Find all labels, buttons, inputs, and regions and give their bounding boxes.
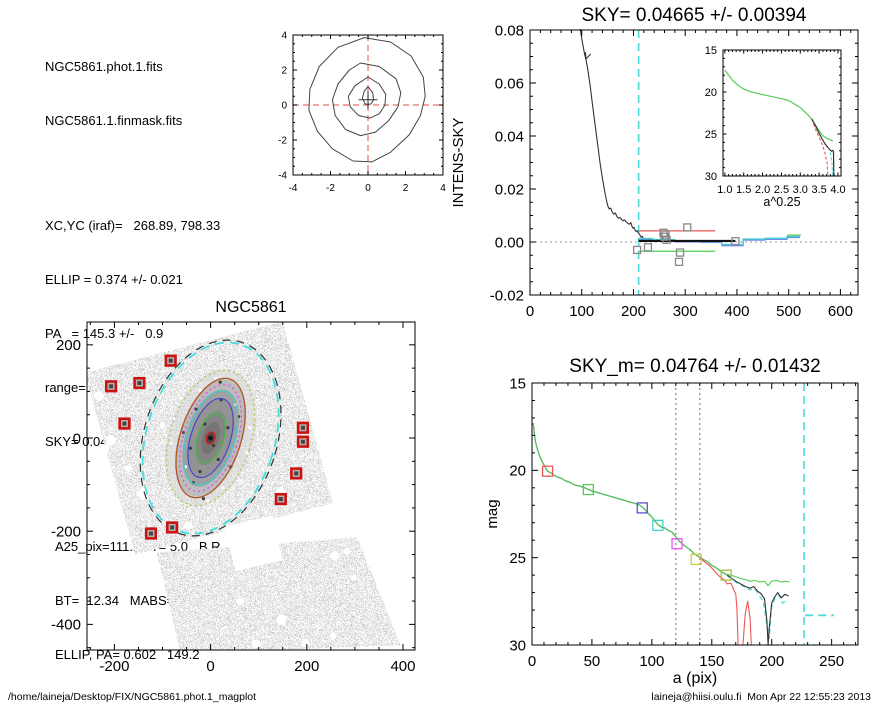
output-file-path: /home/laineja/Desktop/FIX/NGC5861.phot.1… — [8, 691, 257, 703]
svg-text:300: 300 — [673, 303, 698, 320]
svg-text:-4: -4 — [278, 171, 287, 182]
svg-text:400: 400 — [390, 658, 415, 675]
sky-plot: 0 100 200 300 400 500 600 0.08 0.06 0.04 0.02 0.00 -… — [450, 5, 859, 320]
svg-text:NGC5861: NGC5861 — [215, 299, 286, 316]
fits-filename-1: NGC5861.phot.1.fits — [45, 59, 163, 74]
svg-text:1.0: 1.0 — [717, 184, 732, 196]
svg-text:2: 2 — [403, 183, 409, 194]
svg-text:0.04: 0.04 — [495, 128, 524, 145]
svg-text:0.00: 0.00 — [495, 234, 524, 251]
svg-text:a^0.25: a^0.25 — [763, 195, 800, 209]
svg-text:15: 15 — [705, 45, 717, 57]
galaxy-image: -200 0 200 400 200 0 -200 -400 NGC5861 — [51, 299, 416, 675]
svg-text:0: 0 — [206, 658, 214, 675]
ellip-pa-line: ELLIP, PA= 0.602 149.2 — [55, 647, 200, 662]
svg-text:-200: -200 — [99, 658, 129, 675]
svg-text:400: 400 — [724, 303, 749, 320]
svg-text:a (pix): a (pix) — [673, 670, 717, 687]
svg-text:4: 4 — [440, 183, 446, 194]
svg-text:0: 0 — [281, 101, 287, 112]
svg-text:-2: -2 — [278, 136, 287, 147]
pa-value: PA = 145.3 +/- 0.9 — [45, 326, 164, 341]
svg-text:150: 150 — [699, 653, 724, 670]
svg-text:-0.02: -0.02 — [490, 287, 524, 304]
svg-text:-2: -2 — [326, 183, 335, 194]
svg-text:0: 0 — [526, 303, 534, 320]
center-coords: XC,YC (iraf)= 268.89, 798.33 — [45, 218, 221, 233]
svg-text:3.0: 3.0 — [793, 184, 808, 196]
svg-text:2.0: 2.0 — [755, 184, 770, 196]
svg-text:100: 100 — [639, 653, 664, 670]
svg-text:20: 20 — [509, 463, 526, 480]
svg-text:50: 50 — [584, 653, 601, 670]
ellip-value: ELLIP = 0.374 +/- 0.021 — [45, 272, 183, 287]
svg-text:30: 30 — [705, 171, 717, 183]
contour-plot: -4 -2 0 2 4 -4 -2 0 2 4 — [278, 31, 446, 195]
svg-text:200: 200 — [759, 653, 784, 670]
svg-text:4.0: 4.0 — [830, 184, 845, 196]
svg-text:4: 4 — [281, 31, 287, 42]
svg-text:-4: -4 — [289, 183, 298, 194]
sky-inset: 1.0 1.5 2.0 2.5 3.0 3.5 4.0 15 20 25 30 a^0.25 — [705, 45, 846, 209]
svg-text:30: 30 — [509, 637, 526, 654]
svg-text:15: 15 — [509, 375, 526, 392]
svg-text:2.5: 2.5 — [774, 184, 789, 196]
svg-text:0.02: 0.02 — [495, 181, 524, 198]
svg-text:INTENS-SKY: INTENS-SKY — [450, 117, 467, 207]
svg-text:20: 20 — [705, 87, 717, 99]
svg-text:0.08: 0.08 — [495, 22, 524, 39]
svg-text:mag: mag — [484, 499, 501, 528]
svg-text:0: 0 — [73, 430, 81, 447]
svg-text:-200: -200 — [51, 523, 81, 540]
svg-text:2: 2 — [281, 66, 287, 77]
svg-text:0: 0 — [365, 183, 371, 194]
user-host-timestamp: laineja@hiisi.oulu.fi Mon Apr 22 12:55:2… — [651, 691, 871, 703]
svg-text:0: 0 — [528, 653, 536, 670]
svg-text:200: 200 — [294, 658, 319, 675]
svg-text:SKY_m= 0.04764 +/- 0.01432: SKY_m= 0.04764 +/- 0.01432 — [569, 356, 820, 377]
svg-text:25: 25 — [509, 550, 526, 567]
svg-text:250: 250 — [819, 653, 844, 670]
svg-text:200: 200 — [56, 337, 81, 354]
fits-filename-2: NGC5861.1.finmask.fits — [45, 113, 183, 128]
mag-plot: 0 50 100 150 200 250 15 20 25 30 SKY_m= 0.04764 +/… — [484, 356, 859, 687]
svg-text:-400: -400 — [51, 617, 81, 634]
svg-text:1.5: 1.5 — [736, 184, 751, 196]
svg-text:100: 100 — [569, 303, 594, 320]
svg-text:SKY= 0.04665 +/- 0.00394: SKY= 0.04665 +/- 0.00394 — [581, 5, 806, 26]
svg-text:3.5: 3.5 — [811, 184, 826, 196]
svg-text:25: 25 — [705, 129, 717, 141]
svg-text:0.06: 0.06 — [495, 75, 524, 92]
svg-text:600: 600 — [828, 303, 853, 320]
svg-text:500: 500 — [776, 303, 801, 320]
svg-text:200: 200 — [621, 303, 646, 320]
